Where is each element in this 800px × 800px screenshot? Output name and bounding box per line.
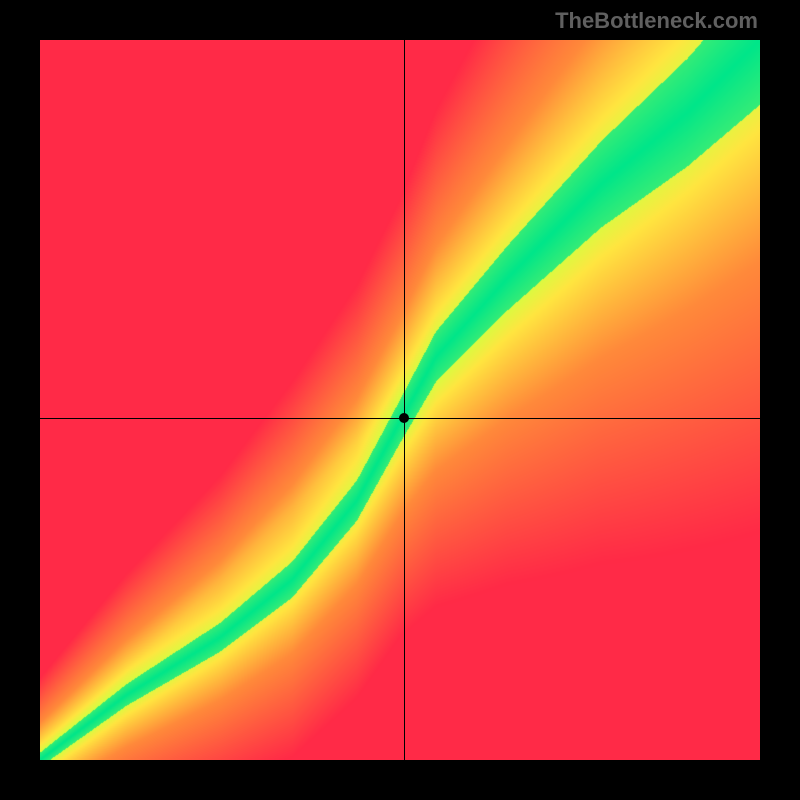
crosshair-marker [399,413,409,423]
chart-container: { "watermark": "TheBottleneck.com", "cha… [0,0,800,800]
heatmap-plot [40,40,760,760]
heatmap-canvas [40,40,760,760]
crosshair-vertical [404,40,405,760]
watermark-text: TheBottleneck.com [555,8,758,34]
